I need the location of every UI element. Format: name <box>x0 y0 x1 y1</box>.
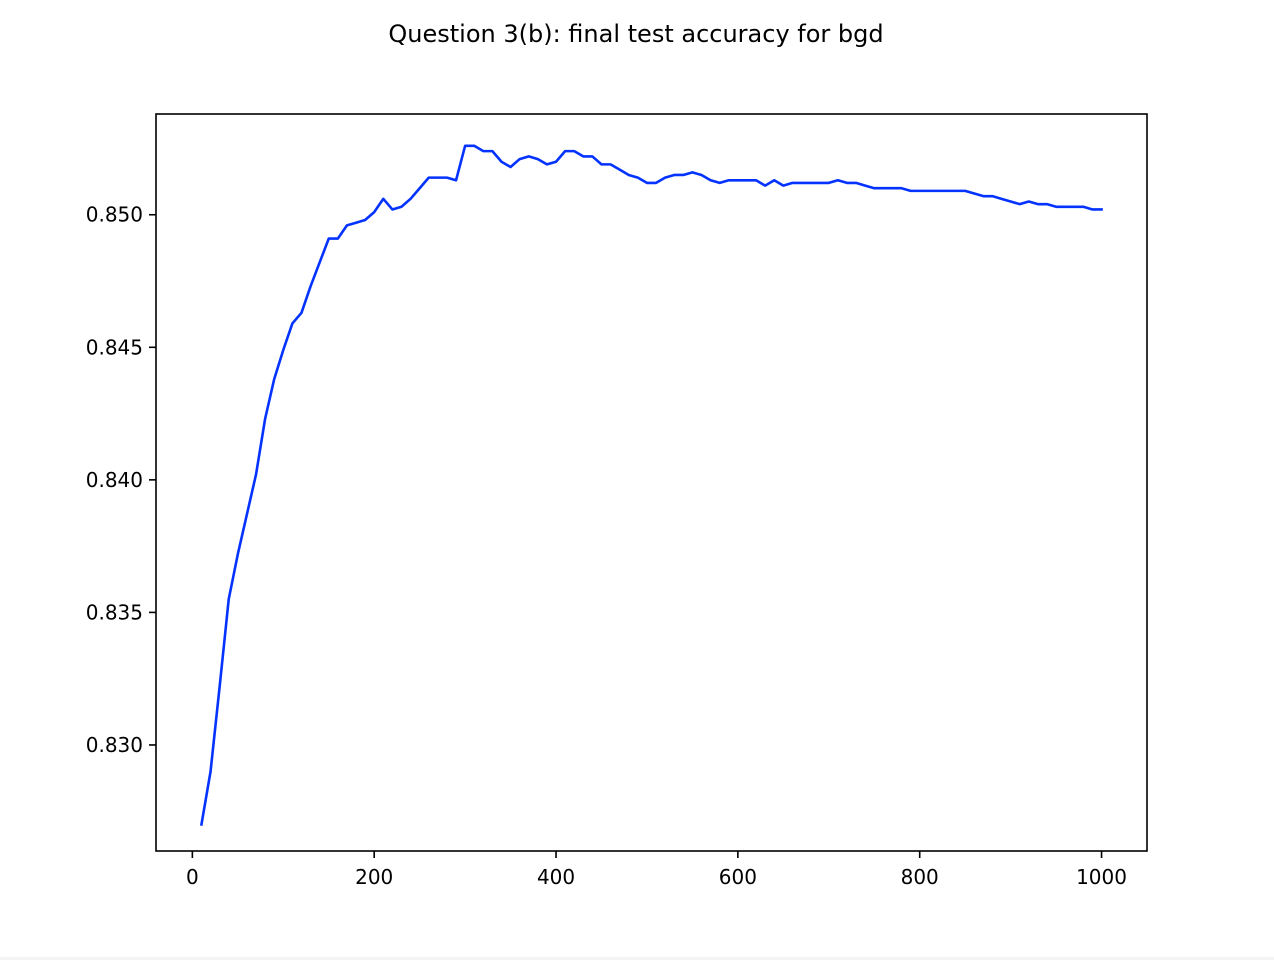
y-tick-label: 0.835 <box>86 600 143 624</box>
x-tick-label: 400 <box>537 865 575 889</box>
y-tick-label: 0.850 <box>86 203 143 227</box>
x-tick-label: 600 <box>719 865 757 889</box>
series-line-test-accuracy <box>199 144 1103 826</box>
y-tick-label: 0.845 <box>86 335 143 359</box>
y-axis: 0.830 0.835 0.840 0.845 0.850 <box>86 203 156 757</box>
chart-title: Question 3(b): final test accuracy for b… <box>388 20 883 48</box>
x-tick-label: 200 <box>355 865 393 889</box>
series-layer <box>199 144 1103 826</box>
x-tick-label: 800 <box>901 865 939 889</box>
plot-area-frame <box>155 113 1148 852</box>
x-axis: 0 200 400 600 800 1000 <box>186 851 1127 889</box>
y-tick-label: 0.840 <box>86 468 143 492</box>
x-tick-label: 0 <box>186 865 199 889</box>
bottom-divider <box>0 957 1274 960</box>
y-tick-label: 0.830 <box>86 733 143 757</box>
x-tick-label: 1000 <box>1076 865 1127 889</box>
